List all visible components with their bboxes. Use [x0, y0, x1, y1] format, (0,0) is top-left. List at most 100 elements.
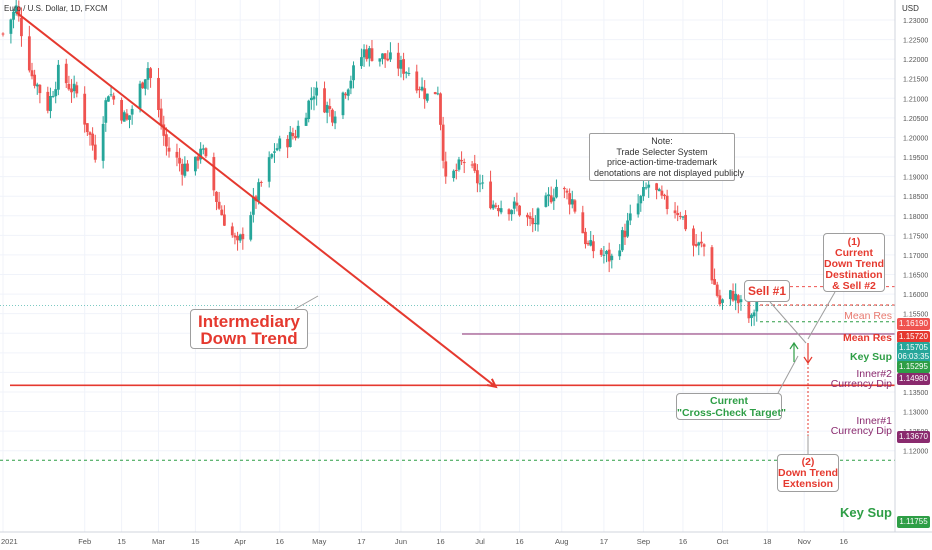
- callout-line: Down Trend: [200, 329, 298, 348]
- candle-body: [383, 53, 387, 60]
- candle-body: [581, 212, 585, 234]
- candle-body: [518, 205, 521, 216]
- candle-body: [54, 89, 58, 97]
- candle-body: [386, 58, 390, 61]
- candle-body: [655, 183, 659, 191]
- chart-grid: [0, 0, 895, 532]
- trend-arrowhead: [486, 378, 498, 389]
- candle-series: [1, 0, 759, 327]
- note-line: price-action-time-trademark: [606, 157, 718, 167]
- callout-line: Down Trend: [824, 258, 885, 270]
- candle-body: [589, 240, 593, 246]
- candle-body: [489, 181, 492, 209]
- candle-body: [396, 52, 400, 69]
- candle-body: [165, 134, 168, 147]
- candle-body: [494, 205, 498, 207]
- candle-body: [731, 290, 735, 301]
- candle-body: [27, 36, 31, 71]
- inner1-sublabel: Currency Dip: [830, 425, 892, 437]
- y-tick-label: 1.18000: [903, 214, 928, 221]
- candle-body: [647, 184, 651, 188]
- intermediary-trend-line: [15, 11, 497, 388]
- candle-body: [38, 84, 42, 94]
- candle-body: [143, 79, 147, 89]
- key-sup-lower-label: Key Sup: [839, 505, 892, 520]
- candle-body: [138, 83, 142, 109]
- y-tick-label: 1.18500: [903, 194, 928, 201]
- candle-body: [404, 72, 408, 74]
- extension-callout: (2) Down Trend Extension: [777, 454, 839, 492]
- candle-body: [678, 215, 682, 217]
- callout-line: Current: [835, 247, 873, 259]
- candle-body: [526, 214, 529, 218]
- candle-body: [499, 208, 503, 213]
- candle-body: [747, 300, 751, 319]
- x-tick-label: Oct: [717, 537, 730, 546]
- intermediary-connector: [294, 295, 319, 310]
- candle-body: [30, 70, 34, 77]
- tag-inner2: 1.14980: [897, 373, 930, 385]
- candle-body: [491, 204, 495, 209]
- candle-body: [715, 284, 719, 296]
- candle-body: [544, 195, 548, 207]
- candle-body: [125, 113, 129, 120]
- candle-body: [734, 293, 738, 301]
- candle-body: [365, 49, 369, 60]
- candle-body: [512, 201, 516, 209]
- candle-body: [270, 154, 274, 158]
- candle-body: [441, 124, 445, 161]
- candle-body: [304, 117, 308, 126]
- candle-body: [46, 91, 50, 111]
- candle-body: [128, 115, 131, 120]
- candle-body: [112, 95, 116, 100]
- y-tick-label: 1.16500: [903, 273, 928, 280]
- candle-body: [665, 195, 669, 210]
- candle-body: [346, 89, 350, 96]
- candle-body: [610, 255, 614, 261]
- candle-body: [159, 108, 163, 126]
- candle-body: [35, 84, 39, 87]
- y-tick-label: 1.23000: [903, 18, 928, 25]
- note-box: Note: Trade Selecter System price-action…: [589, 133, 744, 181]
- x-tick-label: 18: [763, 537, 771, 546]
- candle-body: [296, 125, 300, 138]
- candle-body: [101, 123, 105, 161]
- candle-body: [17, 6, 21, 17]
- candle-body: [341, 92, 345, 116]
- candle-body: [673, 210, 677, 214]
- key-sup-upper-label: Key Sup: [849, 351, 892, 363]
- currency-label[interactable]: USD: [902, 4, 919, 13]
- intermediary-trend-callout: Intermediary Down Trend: [190, 309, 308, 349]
- tag-mean-res-upper: 1.16190: [897, 318, 930, 330]
- candle-body: [605, 251, 608, 255]
- candle-body: [620, 230, 624, 251]
- candle-body: [204, 148, 208, 157]
- candle-body: [362, 49, 366, 58]
- candle-body: [739, 299, 743, 303]
- candle-body: [528, 216, 532, 219]
- callout-line: Extension: [782, 478, 834, 490]
- candle-body: [602, 254, 606, 256]
- callout-line: Destination: [825, 269, 883, 281]
- candle-body: [230, 226, 234, 236]
- y-tick-label: 1.13500: [903, 390, 928, 397]
- x-tick-label: Feb: [78, 537, 91, 546]
- y-tick-label: 1.20500: [903, 116, 928, 123]
- x-tick-label: 2021: [1, 537, 18, 546]
- time-axis: 2021 Feb 15 Mar 15 Apr 16 May 17 Jun 16 Jul 16 Aug 17 S…: [0, 531, 932, 546]
- candle-body: [233, 235, 237, 238]
- candle-body: [628, 213, 632, 221]
- candle-body: [193, 156, 197, 172]
- x-tick-label: Jul: [475, 537, 485, 546]
- candle-body: [149, 68, 152, 78]
- candle-body: [162, 124, 166, 136]
- candle-body: [333, 116, 337, 124]
- x-tick-label: May: [312, 537, 326, 546]
- candle-body: [562, 187, 566, 190]
- candle-body: [196, 156, 200, 161]
- candle-body: [56, 64, 60, 90]
- candle-body: [217, 201, 221, 209]
- candle-body: [736, 295, 740, 304]
- sell-1-callout: Sell #1: [744, 280, 790, 302]
